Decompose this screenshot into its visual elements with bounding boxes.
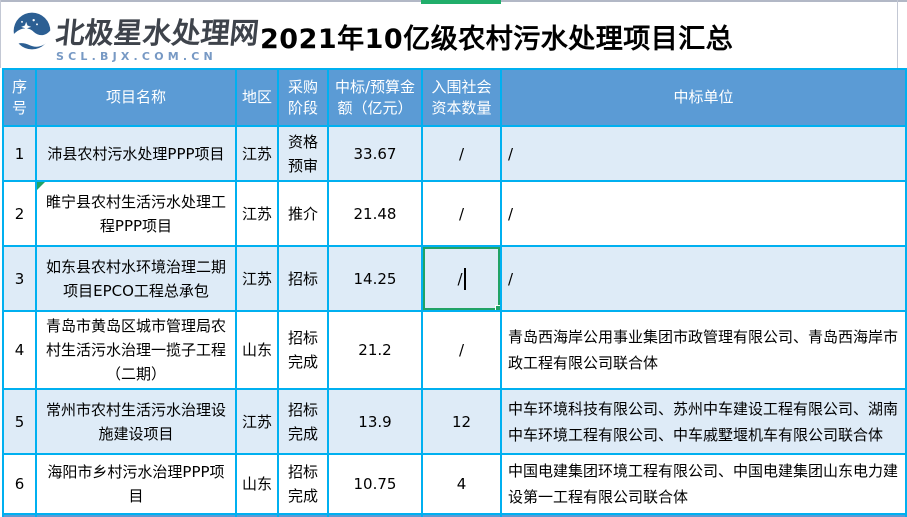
col-header-amount[interactable]: 中标/预算金额（亿元） [327, 68, 423, 127]
table-row: 2 睢宁县农村生活污水处理工程PPP项目 江苏 推介 21.48 / / [2, 180, 907, 247]
cell-winner[interactable]: 青岛西海岸公用事业集团市政管理有限公司、青岛西海岸市政工程有限公司联合体 [500, 310, 907, 390]
cell-partial[interactable] [277, 513, 329, 517]
cell-bidders[interactable]: 12 [421, 388, 502, 455]
cell-stage[interactable]: 招标 [277, 245, 329, 312]
cell-winner[interactable]: 中车环境科技有限公司、苏州中车建设工程有限公司、湖南中车环境工程有限公司、中车戚… [500, 388, 907, 455]
cell-stage[interactable]: 资格预审 [277, 125, 329, 182]
cell-project-name[interactable]: 沛县农村污水处理PPP项目 [35, 125, 237, 182]
cell-stage[interactable]: 招标完成 [277, 453, 329, 515]
cell-no[interactable]: 4 [2, 310, 37, 390]
cell-no[interactable]: 3 [2, 245, 37, 312]
cell-no[interactable]: 2 [2, 180, 37, 247]
page-banner: 北极星水处理网 SCL.BJX.COM.CN 2021年10亿级农村污水处理项目… [0, 0, 907, 68]
site-name: 北极星水处理网 [54, 16, 261, 50]
cell-no[interactable]: 6 [2, 453, 37, 515]
cell-winner[interactable]: / [500, 125, 907, 182]
cell-winner[interactable]: / [500, 245, 907, 312]
col-header-stage[interactable]: 采购阶段 [277, 68, 329, 127]
next-header-row-partial [2, 513, 907, 517]
cell-bidders[interactable]: 4 [421, 453, 502, 515]
cell-no[interactable]: 1 [2, 125, 37, 182]
cell-amount[interactable]: 10.75 [327, 453, 423, 515]
table-row: 5 常州市农村生活污水治理设施建设项目 江苏 招标完成 13.9 12 中车环境… [2, 388, 907, 455]
cell-project-name[interactable]: 如东县农村水环境治理二期项目EPCO工程总承包 [35, 245, 237, 312]
cell-project-name[interactable]: 睢宁县农村生活污水处理工程PPP项目 [35, 180, 237, 247]
table-row: 3 如东县农村水环境治理二期项目EPCO工程总承包 江苏 招标 14.25 / … [2, 245, 907, 312]
active-cell-value: / [457, 269, 463, 288]
cell-region[interactable]: 江苏 [235, 245, 279, 312]
col-header-no[interactable]: 序号 [2, 68, 37, 127]
cell-amount[interactable]: 13.9 [327, 388, 423, 455]
window-frame-left [0, 0, 1, 68]
site-logo: 北极星水处理网 SCL.BJX.COM.CN [12, 10, 261, 63]
comment-marker [38, 183, 45, 190]
cell-winner[interactable]: / [500, 180, 907, 247]
col-header-bidders[interactable]: 入围社会资本数量 [421, 68, 502, 127]
cell-bidders[interactable]: / [421, 125, 502, 182]
projects-table: 序号 项目名称 地区 采购阶段 中标/预算金额（亿元） 入围社会资本数量 中标单… [2, 68, 907, 517]
cell-project-name[interactable]: 青岛市黄岛区城市管理局农村生活污水治理一揽子工程（二期） [35, 310, 237, 390]
cell-winner[interactable]: 中国电建集团环境工程有限公司、中国电建集团山东电力建设第一工程有限公司联合体 [500, 453, 907, 515]
table-row: 6 海阳市乡村污水治理PPP项目 山东 招标完成 10.75 4 中国电建集团环… [2, 453, 907, 515]
table-row: 4 青岛市黄岛区城市管理局农村生活污水治理一揽子工程（二期） 山东 招标完成 2… [2, 310, 907, 390]
cell-region[interactable]: 江苏 [235, 180, 279, 247]
col-header-winner[interactable]: 中标单位 [500, 68, 907, 127]
cell-region[interactable]: 江苏 [235, 125, 279, 182]
cell-project-name[interactable]: 常州市农村生活污水治理设施建设项目 [35, 388, 237, 455]
cell-no[interactable]: 5 [2, 388, 37, 455]
cell-amount[interactable]: 21.2 [327, 310, 423, 390]
cell-partial[interactable] [421, 513, 502, 517]
wave-star-logo-icon [12, 12, 52, 50]
cell-stage[interactable]: 招标完成 [277, 310, 329, 390]
site-domain: SCL.BJX.COM.CN [56, 50, 217, 63]
cell-stage[interactable]: 推介 [277, 180, 329, 247]
selection-remnant-bar [421, 0, 501, 4]
cell-bidders[interactable]: / [421, 180, 502, 247]
cell-partial[interactable] [327, 513, 423, 517]
active-cell-bidders[interactable]: / [421, 245, 502, 312]
cell-bidders[interactable]: / [421, 310, 502, 390]
col-header-region[interactable]: 地区 [235, 68, 279, 127]
text-cursor [463, 267, 466, 290]
page-title: 2021年10亿级农村污水处理项目汇总 [260, 24, 734, 55]
cell-amount[interactable]: 33.67 [327, 125, 423, 182]
cell-stage[interactable]: 招标完成 [277, 388, 329, 455]
cell-project-name[interactable]: 海阳市乡村污水治理PPP项目 [35, 453, 237, 515]
window-frame-right [897, 0, 898, 68]
cell-region[interactable]: 江苏 [235, 388, 279, 455]
header-row: 序号 项目名称 地区 采购阶段 中标/预算金额（亿元） 入围社会资本数量 中标单… [2, 68, 907, 127]
cell-partial[interactable] [2, 513, 37, 517]
fill-handle[interactable] [495, 305, 499, 309]
cell-partial[interactable] [235, 513, 279, 517]
col-header-project-name[interactable]: 项目名称 [35, 68, 237, 127]
table-row: 1 沛县农村污水处理PPP项目 江苏 资格预审 33.67 / / [2, 125, 907, 182]
cell-amount[interactable]: 14.25 [327, 245, 423, 312]
cell-partial[interactable] [35, 513, 237, 517]
cell-region[interactable]: 山东 [235, 310, 279, 390]
cell-region[interactable]: 山东 [235, 453, 279, 515]
cell-partial[interactable] [500, 513, 907, 517]
cell-amount[interactable]: 21.48 [327, 180, 423, 247]
